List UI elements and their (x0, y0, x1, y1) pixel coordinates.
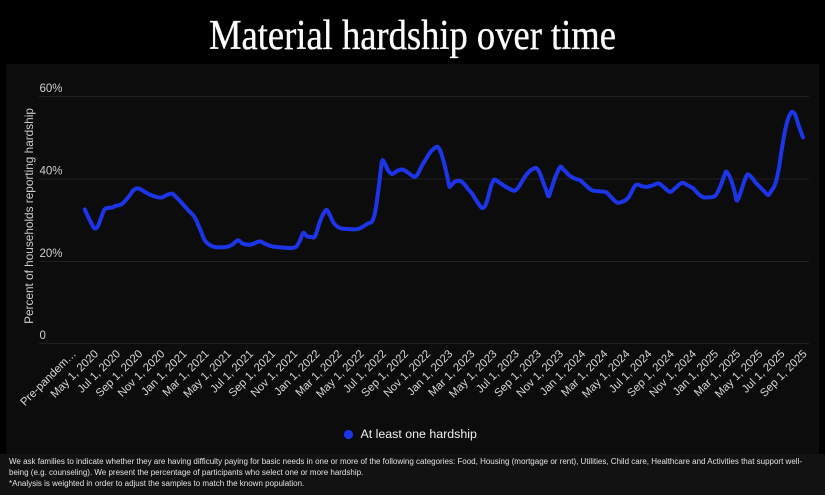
svg-text:Percent of households reportin: Percent of households reporting hardship (22, 108, 36, 324)
svg-text:40%: 40% (40, 166, 63, 178)
svg-text:60%: 60% (40, 83, 63, 95)
svg-text:20%: 20% (40, 248, 63, 260)
svg-text:0: 0 (40, 330, 46, 342)
svg-text:At least one hardship: At least one hardship (361, 427, 478, 441)
